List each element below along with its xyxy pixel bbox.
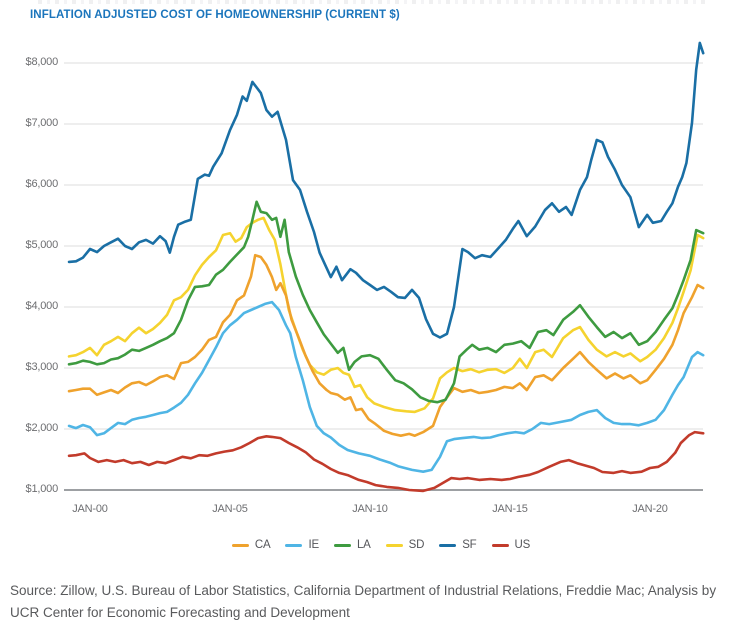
legend-label: SD	[408, 539, 425, 551]
legend-dash-icon	[491, 543, 509, 547]
series-line-la	[67, 200, 705, 404]
y-tick-label: $5,000	[25, 239, 59, 251]
legend-item-sf: SF	[439, 539, 477, 551]
legend-dash-icon	[385, 543, 403, 547]
x-tick-label: JAN-00	[72, 503, 108, 515]
y-tick-label: $1,000	[25, 483, 59, 495]
legend-label: SF	[462, 539, 477, 551]
legend-label: LA	[356, 539, 371, 551]
legend-item-la: LA	[333, 539, 371, 551]
legend-item-ca: CA	[231, 539, 271, 551]
legend-item-ie: IE	[285, 539, 319, 551]
series-line-sf	[67, 41, 705, 339]
chart-title: INFLATION ADJUSTED COST OF HOMEOWNERSHIP…	[30, 9, 400, 21]
y-tick-label: $3,000	[25, 361, 59, 373]
y-tick-label: $7,000	[25, 117, 59, 129]
y-tick-label: $4,000	[25, 300, 59, 312]
x-tick-label: JAN-10	[352, 503, 388, 515]
series-line-ie	[67, 300, 705, 474]
source-note: Source: Zillow, U.S. Bureau of Labor Sta…	[10, 583, 717, 620]
clipped-text-remnant	[38, 0, 710, 4]
legend-dash-icon	[333, 543, 351, 547]
legend-dash-icon	[439, 543, 457, 547]
legend-label: US	[514, 539, 531, 551]
legend-label: IE	[308, 539, 319, 551]
homeownership-cost-line-chart	[64, 41, 705, 493]
legend-dash-icon	[231, 543, 249, 547]
x-tick-label: JAN-20	[632, 503, 668, 515]
x-tick-label: JAN-15	[492, 503, 528, 515]
y-tick-label: $6,000	[25, 178, 59, 190]
legend-label: CA	[254, 539, 271, 551]
y-tick-label: $8,000	[25, 56, 59, 68]
legend-item-sd: SD	[385, 539, 425, 551]
series-line-sd	[67, 216, 705, 414]
legend-dash-icon	[285, 543, 303, 547]
legend-item-us: US	[491, 539, 531, 551]
series-line-us	[67, 430, 705, 493]
y-tick-label: $2,000	[25, 422, 59, 434]
x-tick-label: JAN-05	[212, 503, 248, 515]
series-line-ca	[67, 253, 705, 438]
chart-legend: CA IE LA SD SF US	[0, 539, 748, 551]
